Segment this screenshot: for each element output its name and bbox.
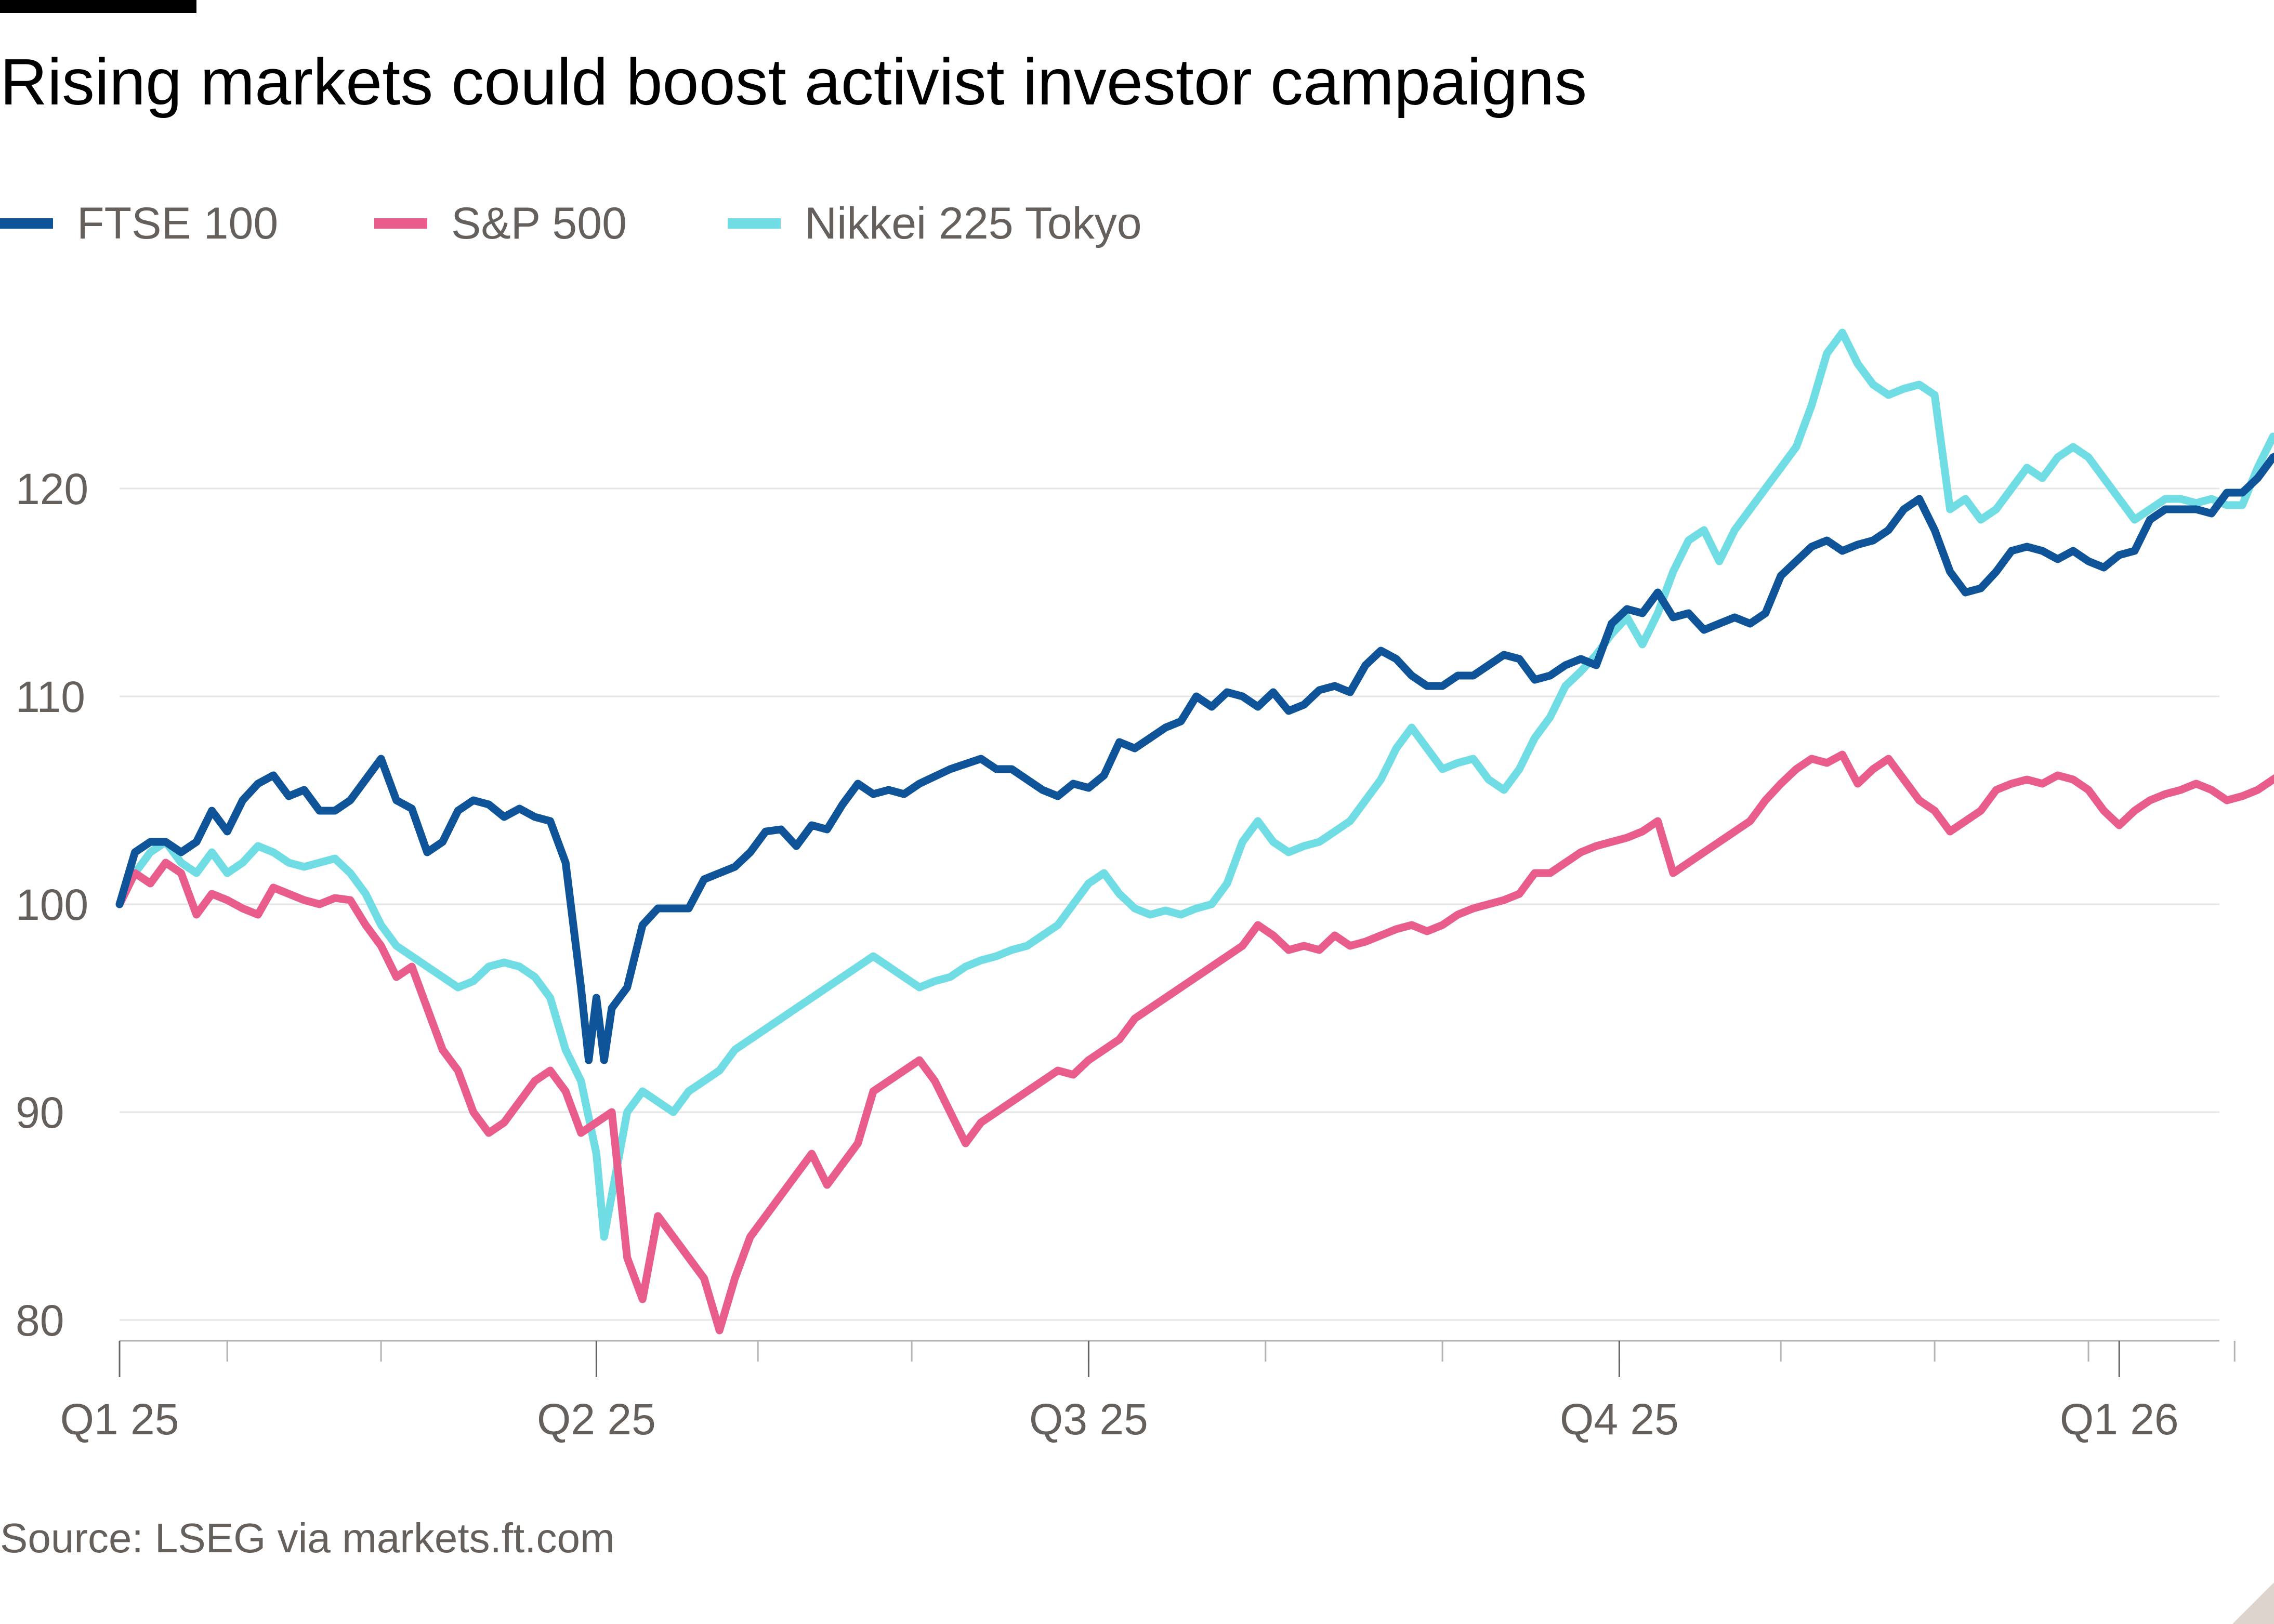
x-axis <box>119 1340 2236 1377</box>
legend-label: Nikkei 225 Tokyo <box>805 198 1142 248</box>
series-line-s-p-500 <box>115 750 2274 1335</box>
x-tick-label: Q1 25 <box>60 1395 179 1444</box>
legend-swatch <box>0 218 53 229</box>
gridlines <box>120 487 2219 1321</box>
top-accent-bar <box>0 0 196 13</box>
legend-label: S&P 500 <box>451 198 627 248</box>
y-tick-label: 90 <box>16 1088 64 1137</box>
y-tick-label: 120 <box>16 465 88 513</box>
series-lines <box>115 328 2274 1335</box>
series-line-ftse-100 <box>115 453 2274 1064</box>
legend-item: S&P 500 <box>374 192 627 255</box>
x-tick-label: Q3 25 <box>1029 1395 1148 1444</box>
axis-labels: 80 90 100 110 120 Q1 25 Q2 25 Q3 25 Q4 25 Q1 26 <box>16 465 2179 1444</box>
legend-label: FTSE 100 <box>77 198 279 248</box>
corner-decoration <box>2232 1582 2274 1624</box>
source-note: Source: LSEG via markets.ft.com <box>0 1515 615 1561</box>
legend-swatch <box>728 218 781 229</box>
y-tick-label: 110 <box>16 672 85 721</box>
series-line-nikkei-225-tokyo <box>115 328 2274 1241</box>
legend-swatch <box>374 218 427 229</box>
legend-item: Nikkei 225 Tokyo <box>728 192 1142 255</box>
y-tick-label: 80 <box>16 1296 64 1345</box>
x-tick-label: Q4 25 <box>1560 1395 1679 1444</box>
x-tick-label: Q2 25 <box>537 1395 656 1444</box>
y-tick-label: 100 <box>16 880 88 929</box>
legend-item: FTSE 100 <box>0 192 278 255</box>
chart-title: Rising markets could boost activist inve… <box>0 45 1587 118</box>
x-tick-label: Q1 26 <box>2060 1395 2179 1444</box>
